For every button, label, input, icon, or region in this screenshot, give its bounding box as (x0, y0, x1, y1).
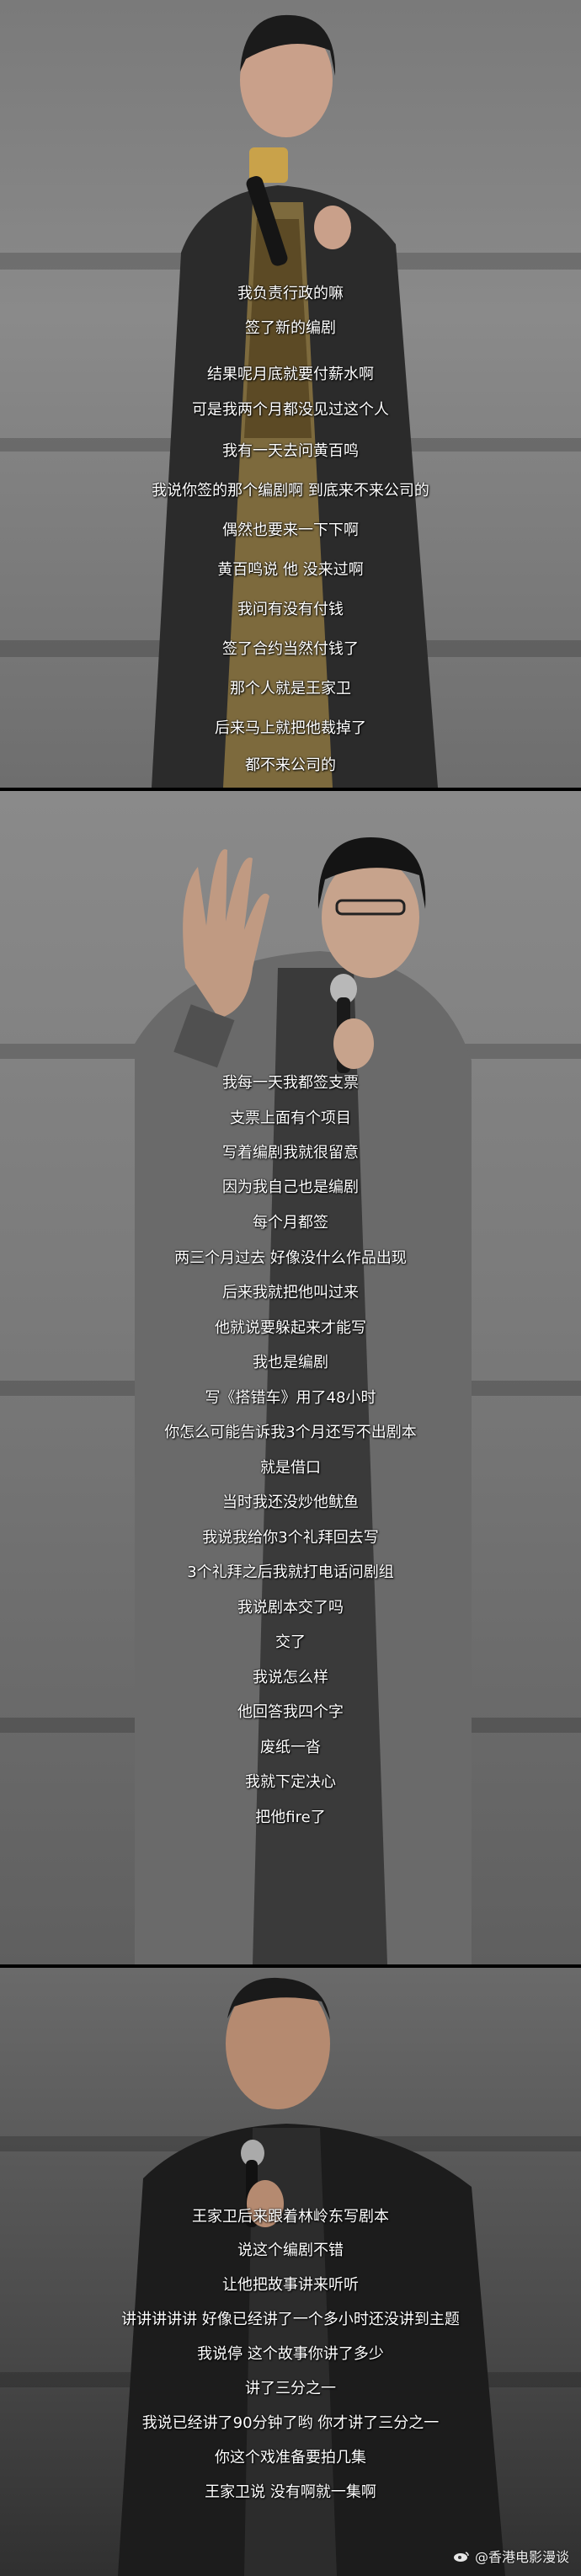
subtitle-line: 你怎么可能告诉我3个月还写不出剧本 (164, 1424, 417, 1441)
subtitle-line: 王家卫后来跟着林岭东写剧本 (192, 2208, 389, 2226)
subtitle-line: 两三个月过去 好像没什么作品出现 (174, 1249, 407, 1267)
subtitle-line: 签了合约当然付钱了 (222, 640, 359, 658)
subtitle-line: 就是借口 (260, 1459, 321, 1477)
subtitle-line: 结果呢月底就要付薪水啊 (207, 366, 374, 383)
subtitle-line: 写着编剧我就很留意 (222, 1144, 359, 1162)
weibo-icon (453, 2550, 470, 2562)
subtitle-line: 那个人就是王家卫 (230, 680, 351, 697)
subtitle-line: 黄百鸣说 他 没来过啊 (217, 561, 364, 579)
subtitle-line: 我说停 这个故事你讲了多少 (197, 2345, 384, 2363)
subtitle-line: 王家卫说 没有啊就一集啊 (205, 2483, 376, 2501)
subtitle-line: 我负责行政的嘛 (237, 285, 344, 302)
subtitle-line: 我问有没有付钱 (237, 601, 344, 618)
subtitle-line: 我也是编剧 (253, 1354, 328, 1371)
subtitle-line: 我就下定决心 (245, 1773, 336, 1791)
subtitle-line: 他回答我四个字 (237, 1703, 344, 1721)
video-frame-3: 王家卫后来跟着林岭东写剧本 说这个编剧不错 让他把故事讲来听听 讲讲讲讲讲 好像… (0, 1968, 581, 2576)
subtitle-line: 我说你签的那个编剧啊 到底来不来公司的 (152, 482, 429, 500)
subtitle-line: 说这个编剧不错 (237, 2242, 344, 2259)
subtitle-line: 把他fire了 (255, 1809, 326, 1826)
subtitle-line: 我说已经讲了90分钟了哟 你才讲了三分之一 (141, 2414, 440, 2432)
speaker-woman-figure (152, 14, 438, 788)
subtitle-line: 每个月都签 (253, 1214, 328, 1232)
watermark: @香港电影漫谈 (453, 2546, 569, 2566)
subtitle-line: 签了新的编剧 (245, 319, 336, 337)
subtitle-line: 3个礼拜之后我就打电话问剧组 (187, 1563, 394, 1581)
subtitle-line: 因为我自己也是编剧 (222, 1178, 359, 1196)
speaker-man-figure (135, 837, 472, 1964)
subtitle-line: 交了 (275, 1633, 306, 1651)
frame-divider (0, 788, 581, 791)
subtitle-line: 都不来公司的 (245, 756, 336, 774)
subtitle-line: 让他把故事讲来听听 (222, 2276, 359, 2294)
subtitle-line: 我说怎么样 (253, 1669, 328, 1686)
subtitle-line: 废纸一沓 (260, 1739, 321, 1756)
video-frame-2: 我每一天我都签支票 支票上面有个项目 写着编剧我就很留意 因为我自己也是编剧 每… (0, 791, 581, 1964)
subtitle-line: 我有一天去问黄百鸣 (222, 442, 359, 460)
subtitle-line: 支票上面有个项目 (230, 1109, 351, 1127)
subtitle-line: 偶然也要来一下下啊 (222, 521, 359, 539)
watermark-text: @香港电影漫谈 (474, 2549, 569, 2565)
video-frame-1: 我负责行政的嘛 签了新的编剧 结果呢月底就要付薪水啊 可是我两个月都没见过这个人… (0, 0, 581, 788)
subtitle-line: 我说我给你3个礼拜回去写 (202, 1529, 379, 1547)
frame-divider (0, 1964, 581, 1968)
subtitle-line: 可是我两个月都没见过这个人 (192, 401, 389, 419)
subtitle-line: 讲了三分之一 (245, 2380, 336, 2397)
subtitle-line: 写《搭错车》用了48小时 (205, 1389, 376, 1407)
subtitle-line: 我每一天我都签支票 (222, 1074, 359, 1092)
subtitle-line: 我说剧本交了吗 (237, 1599, 344, 1617)
speaker-man-2-figure (118, 1977, 505, 2576)
subtitle-line: 他就说要躲起来才能写 (215, 1319, 366, 1337)
subtitle-line: 后来我就把他叫过来 (222, 1284, 359, 1301)
subtitle-line: 后来马上就把他裁掉了 (215, 719, 366, 737)
subtitle-line: 你这个戏准备要拍几集 (215, 2449, 366, 2466)
subtitle-line: 当时我还没炒他鱿鱼 (222, 1494, 359, 1511)
subtitle-line: 讲讲讲讲讲 好像已经讲了一个多小时还没讲到主题 (121, 2311, 460, 2328)
